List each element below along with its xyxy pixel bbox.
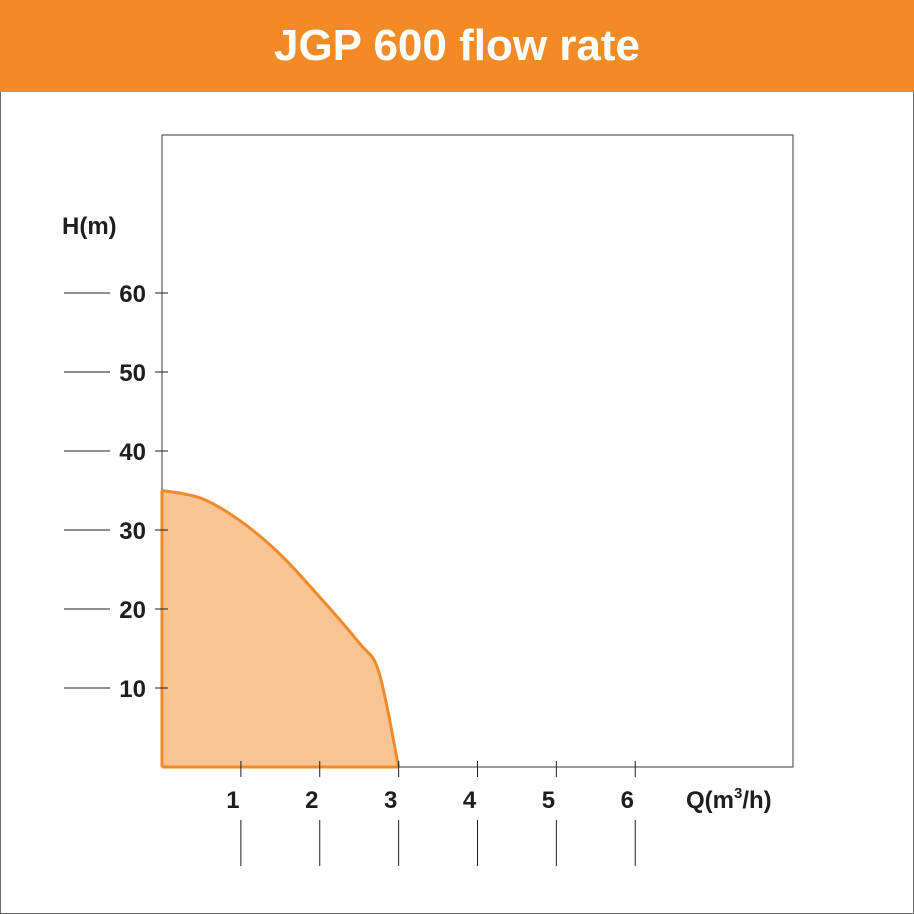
y-tick-label: 20 xyxy=(119,597,146,624)
x-tick-label: 6 xyxy=(621,787,634,814)
x-tick-label: 5 xyxy=(542,787,555,814)
y-tick-label: 60 xyxy=(119,281,146,308)
y-tick-label: 40 xyxy=(119,439,146,466)
y-axis-label: H(m) xyxy=(62,213,117,240)
performance-curve xyxy=(161,489,401,768)
chart-title: JGP 600 flow rate xyxy=(273,21,641,70)
x-axis-label: Q(m3/h) xyxy=(686,785,772,814)
x-tick-label: 1 xyxy=(226,787,239,814)
x-tick-label: 2 xyxy=(305,787,318,814)
y-tick-label: 50 xyxy=(119,360,146,387)
y-tick-label: 30 xyxy=(119,518,146,545)
y-tick-label: 10 xyxy=(119,676,146,703)
x-tick-label: 4 xyxy=(463,787,477,814)
curve-area xyxy=(162,490,399,767)
x-tick-label: 3 xyxy=(384,787,397,814)
title-bar: JGP 600 flow rate xyxy=(0,0,914,92)
